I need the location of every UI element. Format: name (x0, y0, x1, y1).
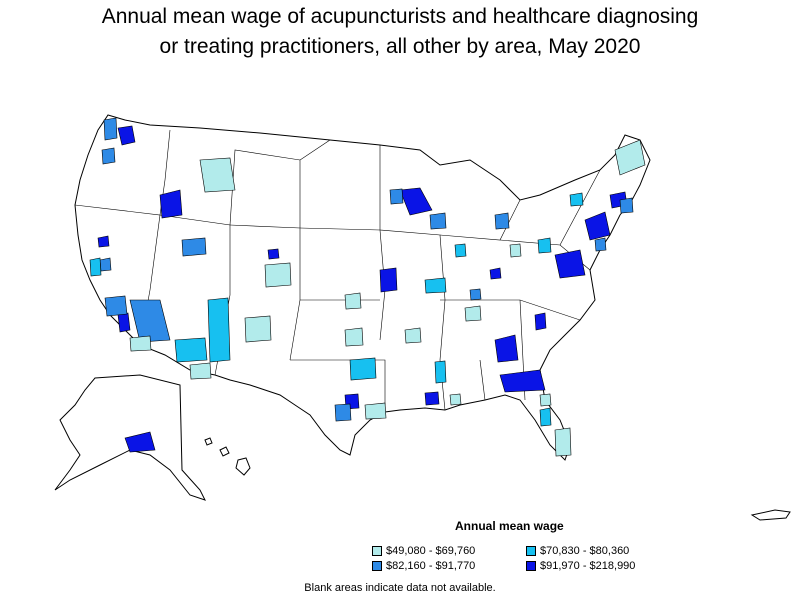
legend-item-tier2: $70,830 - $80,360 (526, 545, 629, 557)
tier4-areas (97, 125, 628, 453)
title-line-1: Annual mean wage of acupuncturists and h… (101, 5, 699, 28)
legend-swatch-tier4 (526, 561, 536, 571)
legend-label-tier4: $91,970 - $218,990 (540, 560, 636, 572)
legend-item-tier3: $82,160 - $91,770 (372, 560, 475, 572)
tier3-areas (99, 117, 634, 422)
legend-swatch-tier2 (526, 546, 536, 556)
legend-title: Annual mean wage (455, 519, 564, 533)
hawaii-outline (204, 437, 251, 476)
legend-item-tier1: $49,080 - $69,760 (372, 545, 475, 557)
tier1-areas (129, 139, 646, 457)
footnote: Blank areas indicate data not available. (304, 582, 496, 594)
title-line-2: or treating practitioners, all other by … (159, 35, 641, 58)
legend-label-tier3: $82,160 - $91,770 (386, 560, 476, 572)
map-title: Annual mean wage of acupuncturists and h… (0, 2, 800, 62)
tier2-areas (89, 192, 584, 427)
puerto-rico-outline (750, 509, 791, 521)
legend-swatch-tier1 (372, 546, 382, 556)
us-mainland-outline (74, 114, 651, 461)
legend-label-tier2: $70,830 - $80,360 (540, 545, 630, 557)
legend-label-tier1: $49,080 - $69,760 (386, 545, 476, 557)
legend-item-tier4: $91,970 - $218,990 (526, 560, 635, 572)
legend-swatch-tier3 (372, 561, 382, 571)
